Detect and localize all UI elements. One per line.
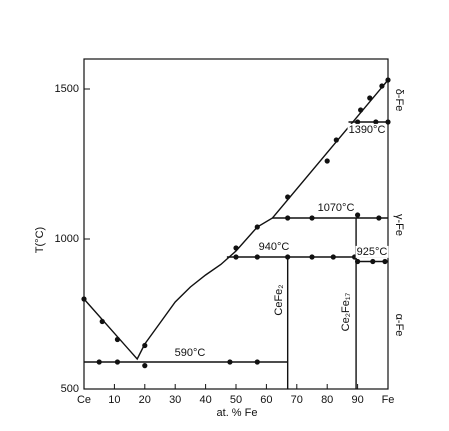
annotation: 940°C: [259, 241, 290, 253]
x-tick-label: 40: [199, 394, 211, 406]
data-point: [309, 254, 315, 260]
y-tick-label: 500: [61, 383, 79, 395]
annotation-bg: [316, 201, 356, 214]
data-point: [358, 107, 364, 113]
data-point: [333, 137, 339, 143]
data-point: [114, 359, 121, 365]
y-axis-label: T(°C): [34, 227, 46, 253]
data-point: [379, 83, 385, 89]
annotation: γ-Fe: [393, 214, 405, 236]
x-tick-label: 70: [291, 394, 303, 406]
data-point: [355, 119, 361, 125]
data-point: [142, 363, 148, 369]
data-point: [114, 336, 121, 343]
data-point: [382, 258, 388, 265]
data-point: [373, 119, 379, 125]
x-tick-label: 10: [108, 394, 120, 406]
data-point: [254, 224, 260, 230]
y-tick-label: 1500: [55, 83, 79, 95]
annotation: α-Fe: [393, 314, 405, 337]
data-point: [254, 359, 260, 365]
x-tick-label: 20: [139, 394, 151, 406]
annotation: δ-Fe: [393, 89, 405, 112]
data-point: [96, 359, 102, 365]
x-tick-label: Ce: [77, 394, 91, 406]
annotation: CeFe₂: [273, 284, 285, 315]
x-tick-label: 60: [260, 394, 272, 406]
data-point: [376, 215, 382, 221]
annotation: 925°C: [357, 246, 388, 258]
data-point: [385, 119, 391, 125]
data-point: [355, 258, 361, 265]
data-point: [355, 212, 361, 218]
data-point: [367, 95, 373, 101]
data-point: [285, 194, 291, 200]
annotation-bg: [257, 240, 291, 253]
data-point: [99, 318, 105, 325]
annotation-bg: [173, 346, 207, 359]
annotation: 1070°C: [318, 202, 355, 214]
y-tick-label: 1000: [55, 233, 79, 245]
data-point: [233, 254, 239, 260]
data-point: [309, 215, 315, 221]
x-tick-label: 30: [169, 394, 181, 406]
annotation: Ce₂Fe₁₇: [340, 292, 352, 331]
annotation-bg: [355, 245, 389, 258]
x-tick-label: 50: [230, 394, 242, 406]
data-point: [324, 158, 330, 164]
data-point: [142, 342, 148, 349]
x-tick-label: 90: [351, 394, 363, 406]
annotation-bg: [347, 123, 387, 136]
annotation: 1390°C: [349, 124, 386, 136]
data-point: [285, 254, 291, 260]
data-point: [81, 296, 87, 302]
x-axis-label: at. % Fe: [217, 407, 258, 419]
data-point: [385, 77, 391, 83]
data-point: [370, 258, 376, 265]
data-point: [330, 254, 336, 260]
x-tick-label: Fe: [382, 394, 395, 406]
data-point: [254, 254, 260, 260]
data-point: [227, 359, 233, 365]
x-tick-label: 80: [321, 394, 333, 406]
plot-frame: [83, 58, 389, 390]
annotation: 590°C: [175, 347, 206, 359]
data-point: [233, 245, 239, 251]
data-point: [285, 215, 291, 221]
